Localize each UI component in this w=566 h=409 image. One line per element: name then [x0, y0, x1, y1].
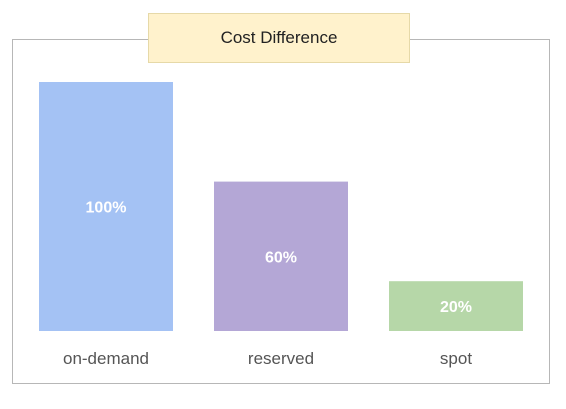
bars-group — [39, 82, 523, 331]
chart-title-text: Cost Difference — [220, 28, 338, 47]
bar-value-label-reserved: 60% — [265, 249, 297, 266]
category-label-reserved: reserved — [248, 349, 314, 368]
bar-value-labels-group: 100% 60% 20% — [86, 200, 472, 317]
bar-spot — [389, 281, 523, 331]
category-label-on-demand: on-demand — [63, 349, 149, 368]
chart-title: Cost Difference — [148, 13, 410, 63]
bar-on-demand — [39, 82, 173, 331]
bar-value-label-spot: 20% — [440, 299, 472, 316]
bar-reserved — [214, 181, 348, 331]
category-labels-group: on-demand reserved spot — [63, 349, 472, 368]
category-label-spot: spot — [440, 349, 472, 368]
bar-value-label-on-demand: 100% — [86, 200, 127, 217]
